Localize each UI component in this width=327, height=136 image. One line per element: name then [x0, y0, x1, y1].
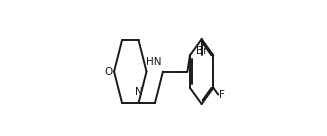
Text: F: F [219, 90, 225, 100]
Text: O: O [104, 67, 112, 77]
Text: HN: HN [146, 57, 162, 67]
Text: Br: Br [196, 46, 207, 56]
Text: N: N [135, 87, 142, 97]
